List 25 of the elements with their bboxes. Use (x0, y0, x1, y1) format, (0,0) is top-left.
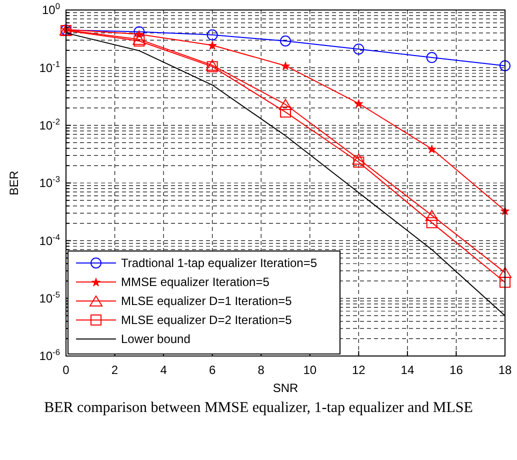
x-tick-label: 16 (450, 363, 464, 377)
y-tick-label: 10$^{-4}$ (39, 232, 60, 248)
legend-label: MLSE equalizer D=2 Iteration=5 (121, 313, 292, 328)
legend-label: Tradtional 1-tap equalizer Iteration=5 (121, 256, 318, 270)
x-tick-label: 18 (498, 363, 512, 377)
x-tick-label: 2 (111, 363, 118, 377)
legend-label: Lower bound (121, 332, 190, 346)
y-tick-label: 10$^{0}$ (42, 1, 60, 18)
y-tick-label: 10$^{-2}$ (39, 116, 60, 133)
text: BER comparison between MMSE equalizer, 1-tap equalizer and MLSE (44, 400, 473, 416)
legend-label: MLSE equalizer D=1 Iteration=5 (121, 294, 292, 308)
y-tick-label: 10$^{-5}$ (39, 290, 60, 306)
x-tick-label: 14 (400, 363, 414, 377)
x-tick-label: 0 (62, 363, 70, 377)
x-tick-label: 4 (160, 363, 168, 377)
y-axis-title: BER (7, 170, 21, 196)
legend-label: MMSE equalizer Iteration=5 (121, 275, 270, 290)
x-tick-label: 10 (303, 363, 317, 377)
x-tick-label: 8 (258, 363, 265, 377)
y-tick-label: 10$^{-1}$ (39, 58, 60, 75)
x-tick-label: 12 (352, 363, 366, 377)
y-tick-label: 10$^{-3}$ (39, 174, 60, 190)
x-axis-title: SNR (272, 381, 298, 395)
y-tick-label: 10$^{-6}$ (39, 347, 60, 364)
x-tick-label: 6 (208, 363, 216, 377)
